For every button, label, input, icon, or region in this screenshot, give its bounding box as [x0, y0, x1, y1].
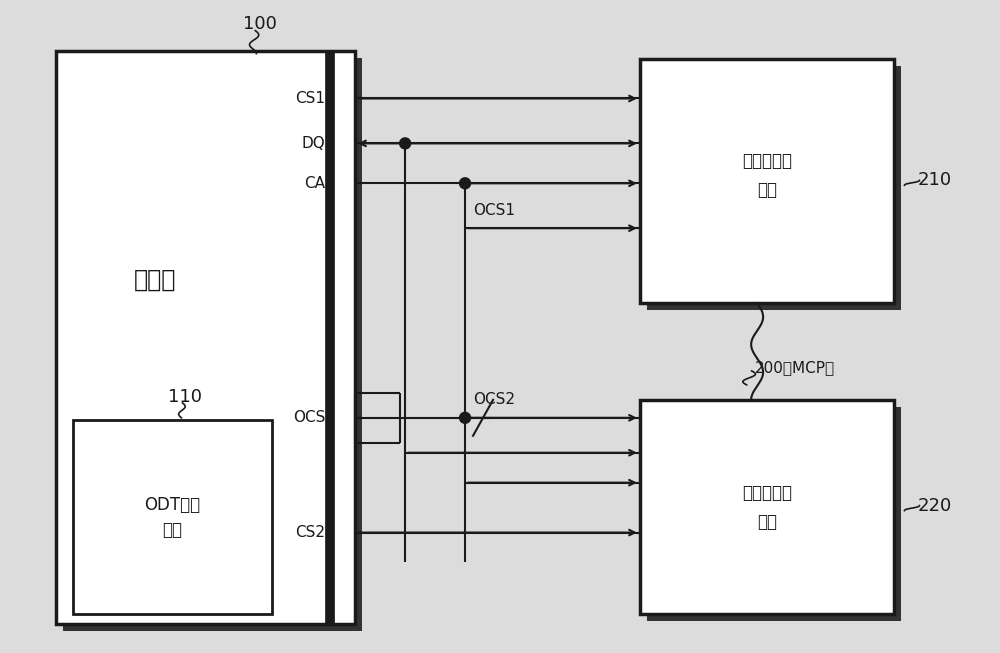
Bar — [73, 420, 272, 614]
Circle shape — [460, 412, 471, 423]
Text: CA: CA — [304, 176, 325, 191]
Text: DQ: DQ — [301, 136, 325, 151]
Text: 210: 210 — [917, 171, 951, 189]
Text: OCS2: OCS2 — [473, 392, 515, 407]
Circle shape — [460, 178, 471, 189]
Text: CS1: CS1 — [295, 91, 325, 106]
Text: OCS: OCS — [293, 410, 325, 425]
Bar — [56, 50, 355, 624]
Bar — [80, 427, 279, 622]
Text: 第二存储器
裸片: 第二存储器 裸片 — [742, 483, 792, 531]
Text: ODT控制
单元: ODT控制 单元 — [144, 496, 201, 539]
Bar — [647, 65, 901, 310]
Bar — [640, 59, 894, 303]
Circle shape — [400, 138, 411, 149]
Bar — [63, 57, 362, 631]
Text: CS2: CS2 — [295, 525, 325, 540]
Text: 控制器: 控制器 — [134, 268, 177, 292]
Text: 110: 110 — [168, 388, 202, 406]
Text: 220: 220 — [917, 497, 952, 515]
Text: 第一存储器
裸片: 第一存储器 裸片 — [742, 152, 792, 199]
Text: 100: 100 — [243, 14, 277, 33]
Bar — [647, 407, 901, 622]
Text: 200（MCP）: 200（MCP） — [755, 360, 835, 375]
Text: OCS1: OCS1 — [473, 202, 515, 217]
Bar — [640, 400, 894, 614]
